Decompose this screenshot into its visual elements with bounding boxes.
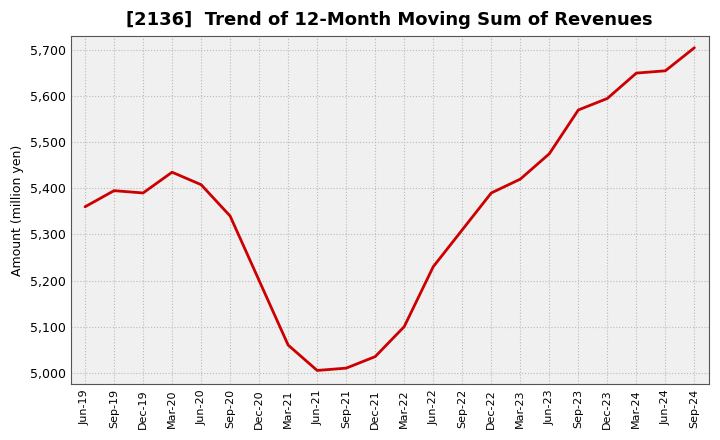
Title: [2136]  Trend of 12-Month Moving Sum of Revenues: [2136] Trend of 12-Month Moving Sum of R… <box>127 11 653 29</box>
Y-axis label: Amount (million yen): Amount (million yen) <box>11 145 24 276</box>
